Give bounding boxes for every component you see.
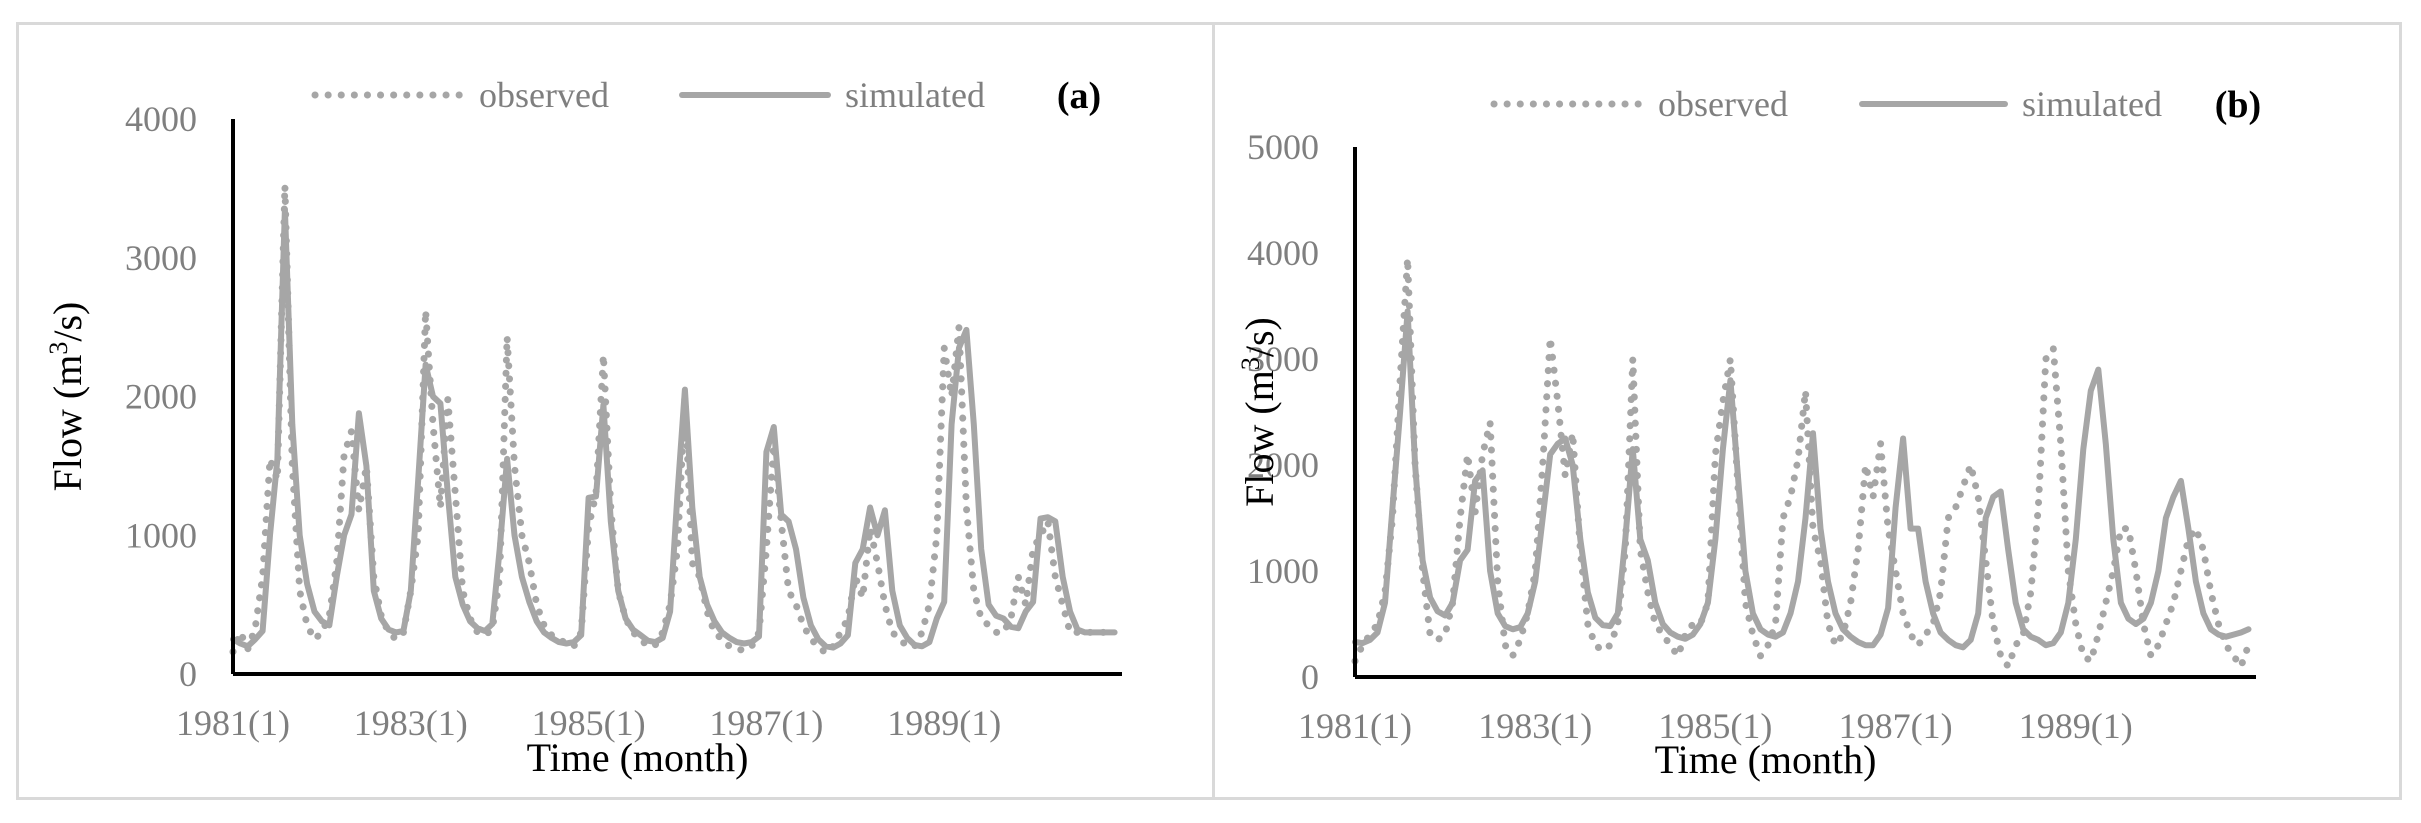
y-tick-label: 4000 (125, 99, 197, 139)
y-axis-title: Flow (m3/s) (1236, 317, 1282, 507)
series-observed-line (229, 182, 1119, 657)
x-tick-label: 1985(1) (1658, 706, 1772, 746)
y-tick-label: 0 (179, 654, 197, 694)
panel-label-b: (b) (2215, 84, 2261, 126)
x-axis-title: Time (month) (1655, 737, 1877, 782)
chart-b-svg: 0 1000 2000 3000 4000 5000 1981(1) 1983(1) 1985(… (1236, 84, 2261, 782)
x-tick-label: 1981(1) (1298, 706, 1412, 746)
y-tick-label: 3000 (125, 238, 197, 278)
y-tick-label: 1000 (1247, 551, 1319, 591)
x-tick-label: 1985(1) (532, 703, 646, 743)
y-axis-title-tail: /s) (45, 302, 90, 342)
y-axis-title-tail: /s) (1237, 317, 1282, 357)
y-axis-title-superscript: 3 (44, 342, 73, 355)
y-tick-label: 2000 (1247, 445, 1319, 485)
y-tick-label: 5000 (1247, 127, 1319, 167)
x-tick-label: 1983(1) (354, 703, 468, 743)
x-tick-label: 1981(1) (176, 703, 290, 743)
chart-panel-b: 0 1000 2000 3000 4000 5000 1981(1) 1983(1) 1985(… (1212, 22, 2402, 800)
x-axis-title: Time (month) (527, 735, 749, 780)
chart-a-svg: 0 1000 2000 3000 4000 1981(1) 1983(1) 1985(1) 19… (44, 75, 1122, 780)
legend-observed-label: observed (479, 75, 609, 115)
y-tick-label: 2000 (125, 377, 197, 417)
panel-label-a: (a) (1057, 75, 1101, 117)
y-axis-title-superscript: 3 (1236, 357, 1265, 370)
chart-panel-a: 0 1000 2000 3000 4000 1981(1) 1983(1) 1985(1) 19… (16, 22, 1215, 800)
y-tick-label: 3000 (1247, 339, 1319, 379)
y-tick-label: 1000 (125, 515, 197, 555)
x-tick-label: 1987(1) (709, 703, 823, 743)
y-tick-label: 4000 (1247, 233, 1319, 273)
x-tick-label: 1989(1) (2019, 706, 2133, 746)
series-observed-line (1351, 254, 2252, 670)
y-axis-title-base: Flow (m (1237, 370, 1282, 507)
x-tick-label: 1989(1) (887, 703, 1001, 743)
series-simulated-line (230, 206, 1118, 651)
y-axis-title: Flow (m3/s) (44, 302, 90, 492)
legend-observed-label: observed (1658, 84, 1788, 124)
y-axis-title-base: Flow (m (45, 355, 90, 492)
series-simulated-line (1352, 308, 2252, 651)
y-tick-label: 0 (1301, 657, 1319, 697)
legend-simulated-label: simulated (845, 75, 985, 115)
legend-simulated-label: simulated (2022, 84, 2162, 124)
x-tick-label: 1983(1) (1478, 706, 1592, 746)
x-tick-label: 1987(1) (1839, 706, 1953, 746)
